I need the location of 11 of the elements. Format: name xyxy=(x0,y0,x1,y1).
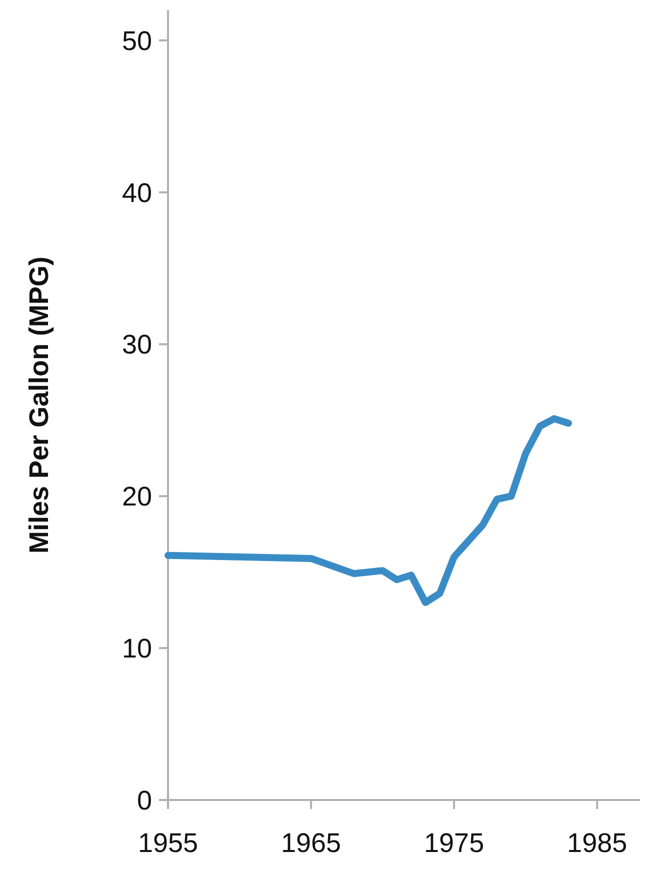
y-tick-label: 0 xyxy=(136,785,152,816)
y-tick-label: 20 xyxy=(122,482,152,512)
x-tick-label: 1965 xyxy=(280,828,342,858)
y-tick-label: 30 xyxy=(122,330,152,360)
x-tick-label: 1975 xyxy=(424,828,484,858)
x-tick-label: 1985 xyxy=(567,828,628,858)
y-tick-label: 50 xyxy=(122,26,152,56)
y-tick-label: 40 xyxy=(122,178,152,208)
x-tick-label: 1955 xyxy=(138,828,198,858)
y-tick-label: 10 xyxy=(122,634,152,664)
y-axis-title: Miles Per Gallon (MPG) xyxy=(24,256,54,554)
